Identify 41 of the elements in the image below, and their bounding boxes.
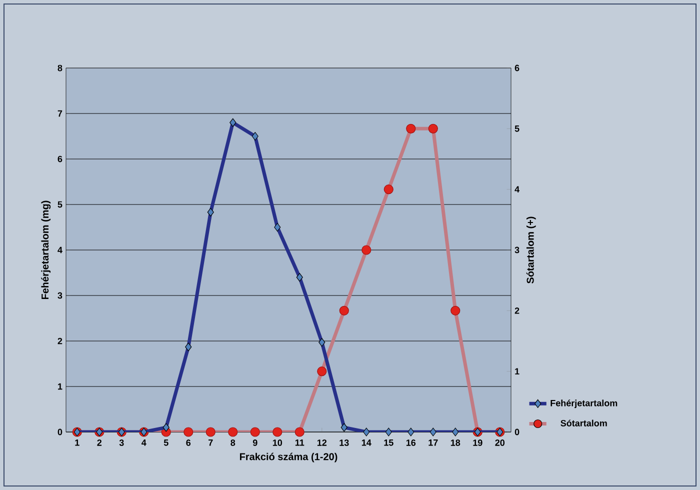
y2-tick-label: 4 [514,186,520,192]
y-axis-title: Fehérjetartalom (mg) [41,200,51,300]
x-tick-label: 16 [406,440,416,446]
y2-tick-label: 6 [514,64,520,72]
x-axis-title: Frakció száma (1-20) [240,452,338,462]
legend-label: Sótartalom [560,420,607,426]
y2-tick-label: 0 [514,428,520,436]
x-tick-label: 6 [186,440,191,446]
y-tick-label: 0 [58,428,62,436]
x-tick-label: 2 [97,440,102,446]
y-tick-label: 8 [58,64,62,72]
x-tick-label: 15 [384,440,394,446]
x-tick-label: 13 [340,440,349,446]
y2-tick-label: 2 [514,308,520,314]
x-tick-label: 1 [75,440,80,446]
y-tick-label: 4 [58,246,62,254]
y-tick-label: 7 [58,110,62,117]
x-tick-label: 19 [473,440,482,446]
y2-tick-label: 5 [514,126,520,132]
x-tick-label: 8 [230,440,236,446]
x-tick-label: 20 [495,440,505,446]
y-tick-label: 5 [58,201,62,208]
x-tick-label: 11 [295,440,304,446]
y2-axis-title: Sótartalom (+) [526,216,536,284]
legend-label: Fehérjetartalom [550,400,618,408]
x-tick-label: 5 [164,440,168,446]
x-tick-label: 9 [252,440,258,446]
x-tick-label: 14 [362,440,372,446]
y-tick-label: 6 [58,156,62,162]
y-tick-label: 2 [58,338,62,344]
x-tick-label: 3 [119,440,124,446]
y2-tick-label: 1 [515,368,520,374]
x-tick-label: 12 [317,440,327,446]
x-tick-label: 17 [428,440,438,446]
y-tick-label: 3 [58,292,62,299]
x-tick-label: 18 [450,440,460,446]
x-tick-label: 10 [272,440,282,446]
y-tick-label: 1 [58,383,62,390]
x-tick-label: 7 [208,440,213,446]
y2-tick-label: 3 [514,246,520,254]
x-tick-label: 4 [142,440,146,446]
